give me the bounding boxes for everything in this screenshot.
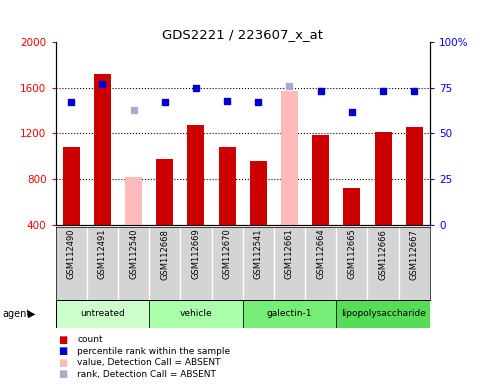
Bar (187, 126, 204, 225)
Text: GSM112668: GSM112668 (160, 229, 169, 280)
Text: value, Detection Call = ABSENT: value, Detection Call = ABSENT (77, 358, 221, 367)
Text: percentile rank within the sample: percentile rank within the sample (77, 347, 230, 356)
Bar (94, 74, 111, 225)
Text: GSM112490: GSM112490 (67, 229, 76, 279)
Text: vehicle: vehicle (180, 310, 212, 318)
Text: GSM112665: GSM112665 (347, 229, 356, 280)
FancyBboxPatch shape (242, 300, 336, 328)
Text: GSM112540: GSM112540 (129, 229, 138, 279)
Bar (406, 127, 423, 225)
Bar (63, 147, 80, 225)
Bar (343, 188, 360, 225)
Text: ■: ■ (58, 369, 68, 379)
Text: GSM112666: GSM112666 (379, 229, 387, 280)
FancyBboxPatch shape (56, 300, 149, 328)
Text: GSM112667: GSM112667 (410, 229, 419, 280)
Text: lipopolysaccharide: lipopolysaccharide (341, 310, 426, 318)
Bar (250, 161, 267, 225)
FancyBboxPatch shape (149, 300, 242, 328)
Text: GSM112664: GSM112664 (316, 229, 325, 280)
Text: count: count (77, 335, 103, 344)
Bar (218, 147, 236, 225)
Text: GSM112661: GSM112661 (285, 229, 294, 280)
Bar (312, 134, 329, 225)
Bar (125, 177, 142, 225)
Text: untreated: untreated (80, 310, 125, 318)
Text: GSM112491: GSM112491 (98, 229, 107, 279)
Text: ■: ■ (58, 358, 68, 368)
Text: ■: ■ (58, 346, 68, 356)
Title: GDS2221 / 223607_x_at: GDS2221 / 223607_x_at (162, 28, 323, 41)
Text: GSM112541: GSM112541 (254, 229, 263, 279)
Text: ▶: ▶ (28, 309, 36, 319)
Text: galectin-1: galectin-1 (267, 310, 312, 318)
Bar (374, 132, 392, 225)
Text: rank, Detection Call = ABSENT: rank, Detection Call = ABSENT (77, 370, 216, 379)
FancyBboxPatch shape (336, 300, 430, 328)
Bar (281, 91, 298, 225)
Text: GSM112670: GSM112670 (223, 229, 232, 280)
Text: agent: agent (2, 309, 30, 319)
Bar (156, 159, 173, 225)
Text: ■: ■ (58, 335, 68, 345)
Text: GSM112669: GSM112669 (191, 229, 200, 280)
